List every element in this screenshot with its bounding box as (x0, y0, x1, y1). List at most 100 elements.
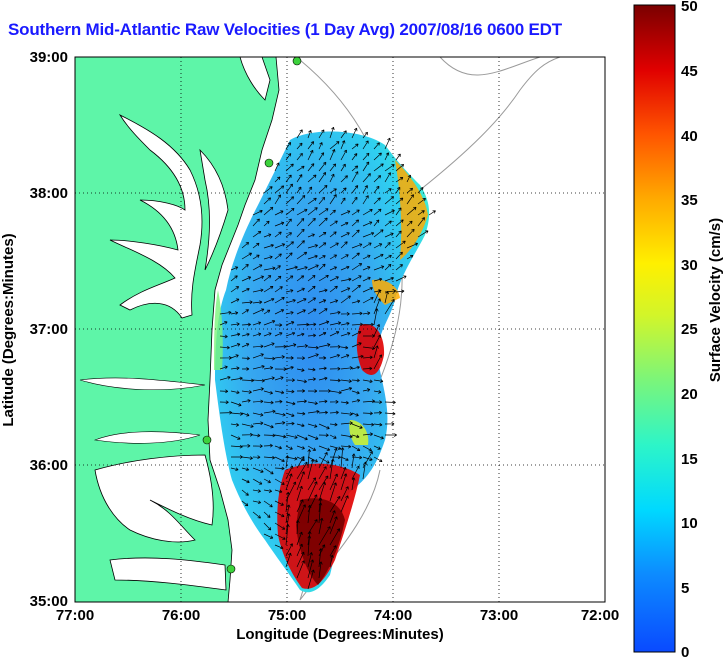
velocity-arrow (252, 300, 263, 305)
y-tick-label: 38:00 (30, 185, 68, 202)
velocity-arrow (329, 209, 336, 216)
velocity-arrow (285, 299, 296, 304)
colorbar-tick: 25 (681, 321, 698, 338)
velocity-arrow (230, 266, 239, 271)
velocity-arrow (340, 486, 349, 502)
velocity-arrow (307, 244, 318, 249)
velocity-arrow (329, 455, 341, 460)
velocity-arrow (274, 243, 286, 249)
velocity-arrow (241, 287, 250, 293)
velocity-arrow (318, 410, 328, 415)
velocity-arrow (307, 401, 318, 406)
velocity-arrow (285, 378, 295, 383)
velocity-arrow (351, 219, 360, 227)
velocity-arrow (329, 299, 339, 304)
velocity-arrow (285, 473, 293, 491)
velocity-arrow (362, 140, 369, 150)
velocity-arrow (373, 445, 381, 450)
velocity-arrow (274, 297, 285, 304)
velocity-arrow (395, 197, 404, 205)
velocity-arrow (241, 412, 250, 417)
velocity-arrow (329, 545, 337, 557)
river-inlet (93, 431, 201, 444)
velocity-arrow (351, 423, 363, 429)
velocity-arrow (263, 500, 273, 508)
velocity-arrow (340, 277, 352, 282)
velocity-arrow (263, 478, 271, 484)
velocity-arrow (219, 321, 228, 326)
pamlico-sound (109, 557, 227, 591)
velocity-patch (349, 420, 369, 445)
velocity-arrow (274, 194, 281, 205)
velocity-arrow (285, 174, 292, 183)
velocity-arrow (395, 289, 405, 294)
velocity-arrow (263, 275, 272, 282)
velocity-arrow (362, 366, 373, 371)
velocity-arrow (274, 185, 285, 194)
velocity-arrow (340, 473, 348, 491)
velocity-arrow (340, 447, 345, 469)
velocity-arrow (329, 516, 338, 535)
velocity-arrow (274, 355, 285, 359)
velocity-arrow (318, 517, 324, 535)
x-tick-label: 72:00 (581, 607, 619, 624)
velocity-arrow (384, 172, 391, 183)
velocity-arrow (318, 242, 327, 249)
velocity-arrow (307, 434, 319, 440)
velocity-arrow (230, 343, 241, 348)
velocity-arrow (296, 519, 300, 535)
velocity-arrow (340, 232, 350, 238)
velocity-arrow (263, 511, 271, 518)
velocity-arrow (241, 264, 249, 271)
velocity-arrow (340, 265, 350, 271)
velocity-arrow (329, 254, 338, 260)
velocity-arrow (373, 197, 381, 205)
velocity-arrow (318, 366, 327, 371)
velocity-arrow (329, 353, 340, 359)
velocity-arrow (395, 230, 402, 238)
velocity-arrow (340, 379, 352, 383)
velocity-arrow (296, 332, 305, 337)
velocity-arrow (395, 240, 406, 249)
velocity-arrow (285, 465, 294, 480)
velocity-arrow (362, 399, 375, 404)
velocity-arrow (230, 275, 238, 282)
velocity-arrow (417, 187, 424, 194)
velocity-arrow (296, 411, 306, 416)
velocity-arrow (263, 522, 272, 531)
velocity-arrow (384, 421, 395, 426)
velocity-arrow (373, 243, 383, 249)
velocity-arrow (362, 254, 371, 260)
velocity-arrow (340, 456, 349, 462)
velocity-arrow (307, 409, 320, 414)
velocity-arrow (252, 378, 265, 383)
velocity-arrow (263, 467, 274, 475)
velocity-arrow (384, 220, 392, 227)
velocity-arrow (252, 421, 264, 426)
velocity-arrow (285, 389, 295, 394)
velocity-arrow (362, 322, 374, 327)
velocity-arrow (351, 330, 362, 337)
velocity-arrow (318, 466, 327, 480)
velocity-arrow (285, 504, 291, 524)
velocity-arrow (285, 183, 293, 194)
y-tick-label: 36:00 (30, 457, 68, 474)
velocity-arrow (296, 399, 307, 404)
velocity-arrow (351, 434, 360, 439)
velocity-arrow (296, 499, 304, 513)
velocity-arrow (340, 287, 351, 293)
velocity-arrow (329, 231, 337, 238)
velocity-arrow (340, 149, 347, 161)
velocity-arrow (373, 308, 379, 326)
velocity-arrow (340, 175, 348, 183)
velocity-arrow (307, 207, 318, 216)
velocity-arrow (329, 554, 334, 568)
velocity-arrow (351, 445, 361, 451)
colorbar-tick: 45 (681, 63, 698, 80)
velocity-arrow (351, 342, 362, 348)
velocity-arrow (340, 140, 346, 150)
velocity-arrow (274, 231, 282, 238)
velocity-arrow (230, 390, 240, 395)
velocity-arrow (340, 321, 350, 326)
velocity-arrow (296, 504, 306, 524)
